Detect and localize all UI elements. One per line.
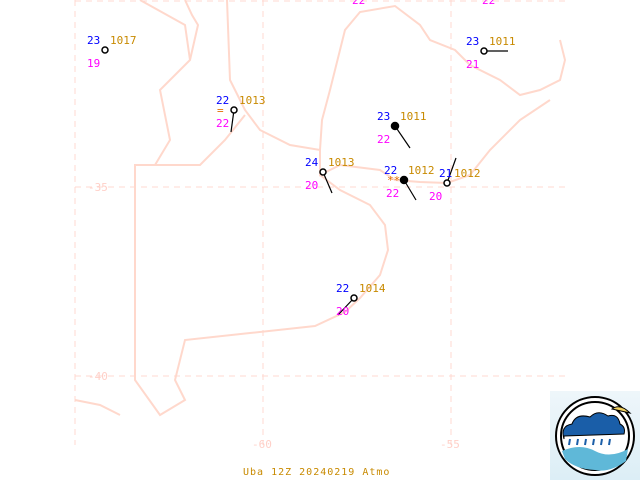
station-circle	[350, 294, 358, 302]
station-temperature: 24	[305, 156, 319, 169]
station-dewpoint: 20	[429, 190, 442, 203]
station-plot: 22 1013 22=	[216, 94, 266, 133]
station-temperature: 22	[216, 94, 229, 107]
station-pressure: 1013	[328, 156, 355, 169]
station-circle	[390, 121, 400, 131]
present-weather-symbol: =	[217, 104, 224, 117]
lat-label: -40	[88, 370, 108, 383]
station-temperature: 23	[87, 34, 100, 47]
station-dewpoint: 22	[216, 117, 229, 130]
station-plot: 21 1012 20	[429, 157, 481, 203]
station-pressure: 1017	[110, 34, 137, 47]
station-temperature: 23	[466, 35, 479, 48]
station-pressure: 1012	[454, 167, 481, 180]
coastlines-borders	[74, 0, 567, 417]
station-circle	[230, 106, 238, 114]
station-pressure: 1011	[400, 110, 427, 123]
station-circle	[443, 179, 451, 187]
lat-label: -35	[88, 181, 108, 194]
station-circle	[101, 46, 109, 54]
station-plot: 24 1013 20	[305, 156, 355, 194]
partial-station-dewpoint: 22	[482, 0, 495, 7]
station-pressure: 1014	[359, 282, 386, 295]
grid-lines	[74, 0, 565, 445]
station-dewpoint: 21	[466, 58, 479, 71]
station-circle	[399, 175, 409, 185]
station-temperature: 22	[336, 282, 349, 295]
wind-barb	[322, 171, 333, 194]
station-circle	[319, 168, 327, 176]
lon-label: -60	[252, 438, 272, 451]
station-temperature: 21	[439, 167, 452, 180]
station-dewpoint: 20	[336, 305, 349, 318]
station-dewpoint: 19	[87, 57, 100, 70]
lon-label: -55	[440, 438, 460, 451]
wind-barb	[446, 157, 457, 184]
station-temperature: 23	[377, 110, 390, 123]
station-pressure: 1012	[408, 164, 435, 177]
present-weather-symbol: **	[387, 174, 400, 187]
station-dewpoint: 22	[377, 133, 390, 146]
weather-cloud-rain-sun-sea-logo-icon	[550, 391, 640, 480]
station-plot: 23 1011 22	[377, 110, 427, 149]
wind-barb	[394, 125, 411, 149]
wind-barb	[337, 297, 355, 316]
station-pressure: 1013	[239, 94, 266, 107]
station-pressure: 1011	[489, 35, 516, 48]
partial-station-dewpoint: 22	[352, 0, 365, 7]
station-plot: 22 1012 22**	[384, 164, 435, 201]
station-temperature: 22	[384, 164, 397, 177]
station-dewpoint: 22	[386, 187, 399, 200]
map-footer-caption: Uba 12Z 20240219 Atmo	[243, 467, 391, 478]
station-dewpoint: 20	[305, 179, 318, 192]
station-plot: 22 1014 20	[336, 282, 386, 318]
station-circle	[480, 47, 488, 55]
station-plot: 23 1011 21	[466, 35, 516, 71]
axis-labels: -60 -55 -35 -40	[88, 181, 460, 451]
station-plot: 23 1017 19	[87, 34, 137, 70]
